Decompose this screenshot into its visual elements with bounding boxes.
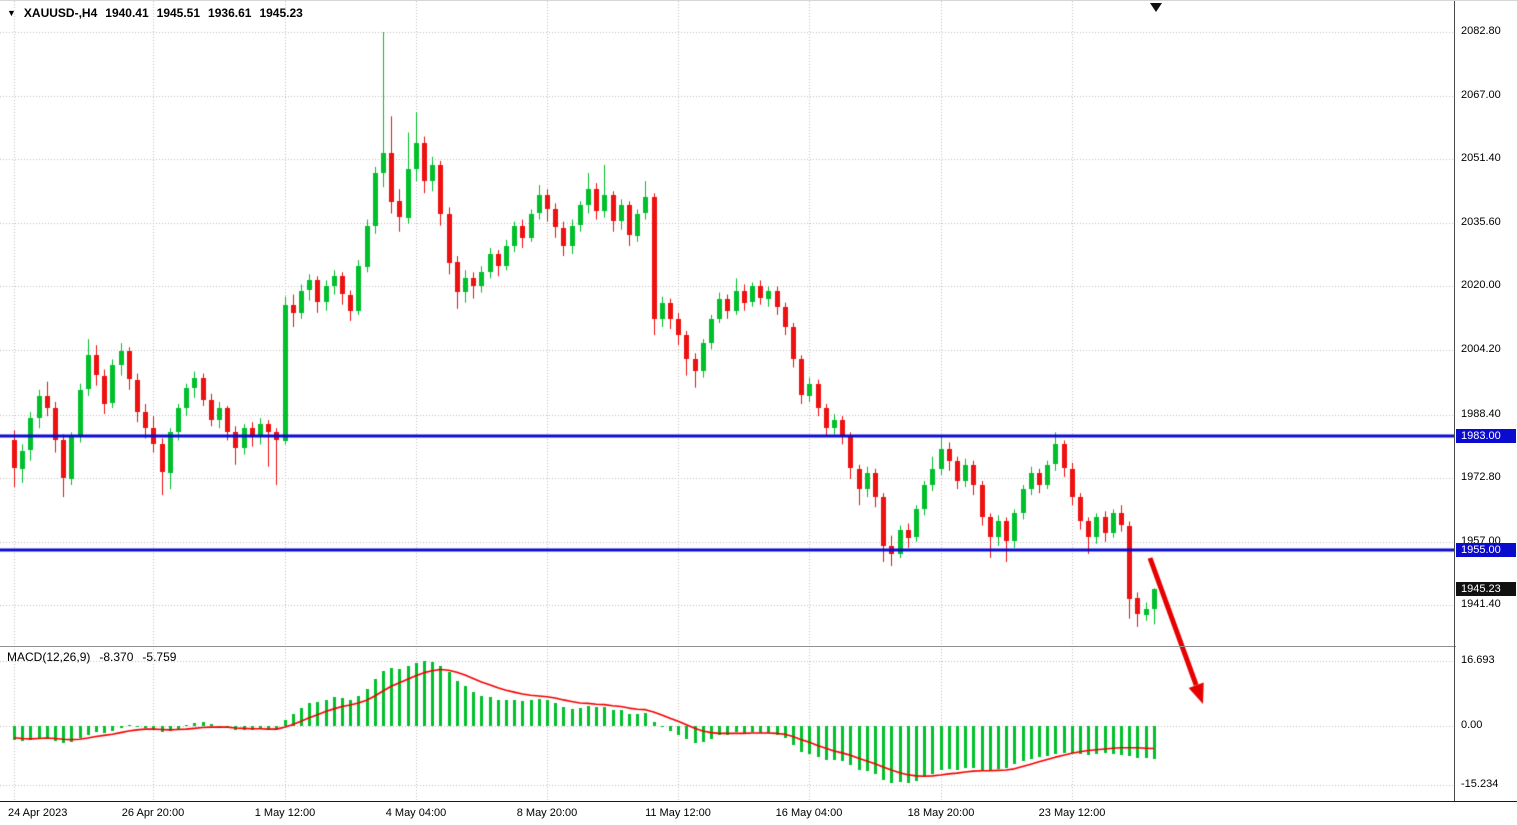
macd-axis-label: -15.234 [1461, 778, 1499, 790]
time-axis-label: 1 May 12:00 [254, 807, 316, 819]
time-axis-label: 26 Apr 20:00 [121, 807, 185, 819]
price-level-badge: 1955.00 [1456, 543, 1516, 557]
price-axis-border [1454, 1, 1455, 801]
price-axis-label: 2067.00 [1461, 89, 1501, 101]
current-price-badge: 1945.23 [1456, 582, 1516, 596]
time-axis-label: 4 May 04:00 [385, 807, 447, 819]
price-axis-label: 1972.80 [1461, 471, 1501, 483]
price-axis[interactable]: 2082.80 2067.00 2051.40 2035.60 2020.00 2004.… [1456, 1, 1517, 801]
price-axis-label: 2020.00 [1461, 279, 1501, 291]
symbol-dropdown-icon[interactable]: ▼ [7, 8, 16, 18]
price-level-badge: 1983.00 [1456, 429, 1516, 443]
price-axis-label: 1941.40 [1461, 598, 1501, 610]
macd-axis-label: 16.693 [1461, 654, 1495, 666]
time-axis-label: 16 May 04:00 [775, 807, 843, 819]
macd-indicator-label: MACD(12,26,9) -8.370 -5.759 [7, 650, 176, 664]
price-axis-label: 2004.20 [1461, 343, 1501, 355]
time-axis-label: 24 Apr 2023 [8, 807, 68, 819]
chart-shift-marker-icon[interactable] [1150, 3, 1162, 12]
price-axis-label: 2082.80 [1461, 25, 1501, 37]
macd-axis-label: 0.00 [1461, 719, 1483, 731]
price-chart-canvas[interactable] [0, 1, 1455, 801]
macd-name: MACD(12,26,9) [7, 650, 91, 664]
time-axis-label: 8 May 20:00 [516, 807, 578, 819]
time-axis-label: 18 May 20:00 [907, 807, 975, 819]
macd-signal-value: -5.759 [142, 650, 177, 664]
macd-main-value: -8.370 [99, 650, 134, 664]
price-axis-label: 2051.40 [1461, 152, 1501, 164]
price-axis-label: 2035.60 [1461, 216, 1501, 228]
indicator-panel-separator[interactable] [0, 646, 1517, 647]
price-axis-label: 1988.40 [1461, 408, 1501, 420]
time-axis-label: 23 May 12:00 [1038, 807, 1106, 819]
time-axis-label: 11 May 12:00 [645, 807, 711, 819]
time-axis[interactable]: 24 Apr 2023 26 Apr 20:00 1 May 12:00 4 May … [0, 801, 1517, 825]
